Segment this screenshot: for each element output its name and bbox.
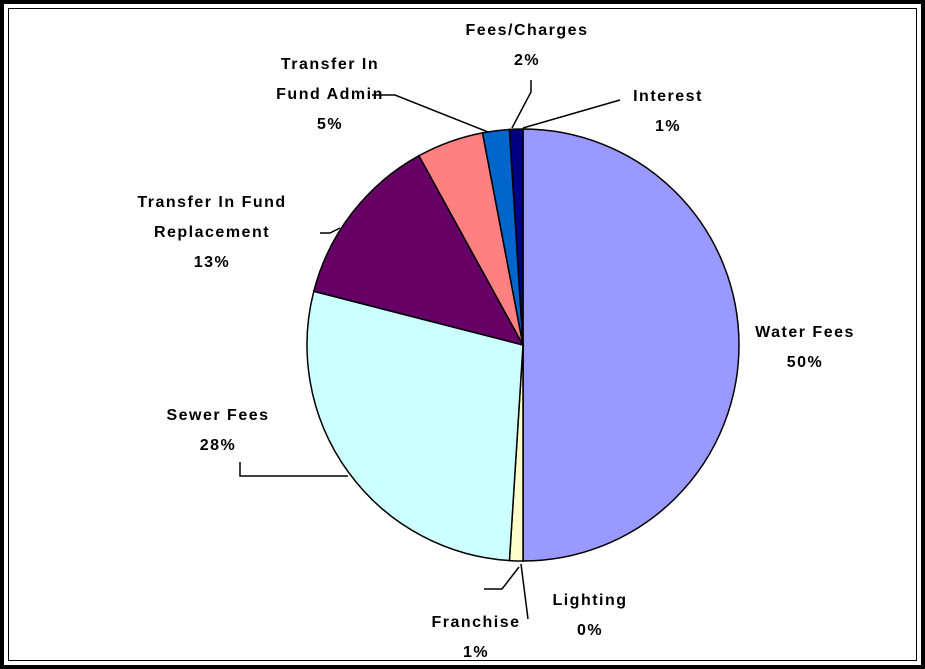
leader-line <box>484 566 520 590</box>
slice-label: Franchise <box>431 614 521 631</box>
leader-line <box>522 99 621 129</box>
pie-slice <box>312 154 525 347</box>
leader-line <box>239 462 348 477</box>
pie-canvas <box>239 80 740 620</box>
slice-label: Sewer Fees <box>166 407 270 424</box>
slice-label: Transfer In Fund Admin <box>276 56 384 103</box>
pie-slice <box>508 128 524 346</box>
slice-label: Water Fees <box>755 324 855 341</box>
leader-line <box>320 227 341 234</box>
pie-slice <box>522 128 740 562</box>
slice-label: Lighting <box>552 592 628 609</box>
pie-slice <box>306 290 524 562</box>
slice-value-label: 28% <box>199 437 237 454</box>
slice-value-label: 50% <box>786 354 824 371</box>
slice-value-label: 1% <box>654 118 682 135</box>
slice-value-label: 1% <box>462 644 490 661</box>
slice-label: Interest <box>633 88 703 105</box>
slice-value-label: 0% <box>576 622 604 639</box>
leader-line <box>520 563 529 620</box>
leader-line <box>372 94 489 133</box>
slice-value-label: 5% <box>316 116 344 133</box>
leader-line <box>511 80 532 129</box>
slice-label: Fees/Charges <box>465 22 589 39</box>
slice-label: Transfer In Fund Replacement <box>137 194 287 241</box>
slice-value-label: 13% <box>193 254 231 271</box>
slice-value-label: 2% <box>513 52 541 69</box>
plot-border <box>8 8 917 661</box>
